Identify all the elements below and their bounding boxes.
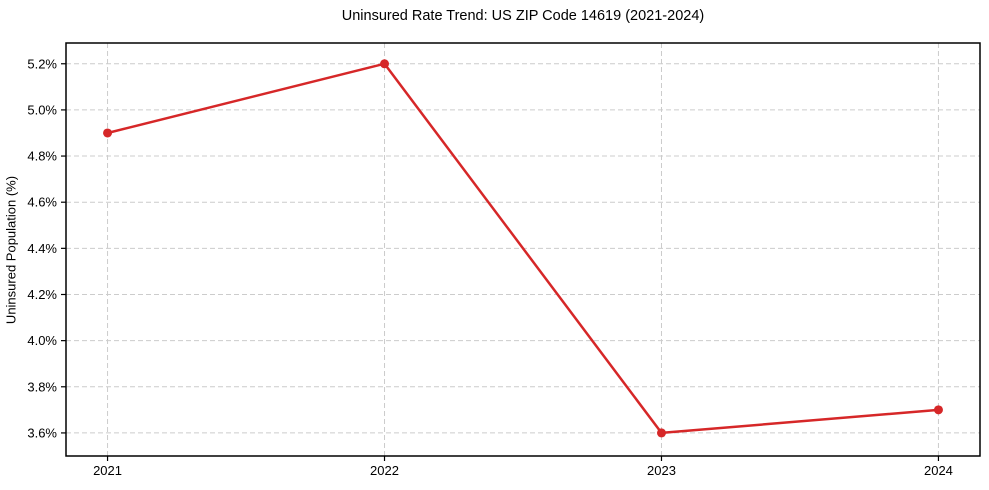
trend-line — [106, 62, 940, 435]
data-point — [933, 405, 943, 415]
y-tick-label: 3.8% — [27, 379, 57, 394]
x-tick-label: 2024 — [924, 463, 953, 478]
chart-title: Uninsured Rate Trend: US ZIP Code 14619 … — [341, 8, 705, 24]
data-point — [103, 128, 113, 138]
x-tick-label: 2022 — [370, 463, 399, 478]
axes-spines — [65, 42, 981, 457]
y-tick-label: 5.0% — [27, 102, 57, 117]
y-tick-label: 4.0% — [27, 333, 57, 348]
y-tick-label: 3.6% — [27, 425, 57, 440]
y-tick-label: 4.2% — [27, 287, 57, 302]
y-tick-label: 4.4% — [27, 241, 57, 256]
y-tick-label: 4.6% — [27, 195, 57, 210]
data-point — [380, 59, 390, 69]
y-tick-label: 5.2% — [27, 56, 57, 71]
x-tick-label: 2023 — [647, 463, 676, 478]
x-tick-label: 2021 — [93, 463, 122, 478]
y-tick-label: 4.8% — [27, 149, 57, 164]
data-point — [656, 428, 666, 438]
